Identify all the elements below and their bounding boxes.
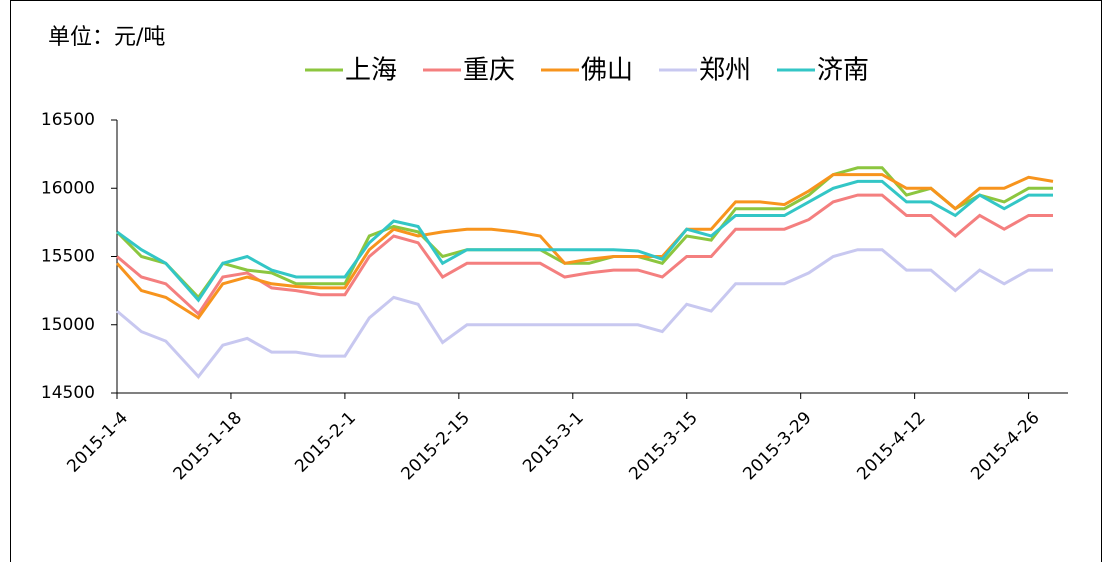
legend-label: 郑州	[699, 56, 751, 86]
x-tick-label: 2015-3-15	[625, 408, 701, 484]
x-tick-label: 2015-3-29	[739, 408, 815, 484]
legend-label: 佛山	[581, 56, 633, 86]
series-line	[115, 173, 1054, 320]
y-tick-label: 15500	[41, 247, 95, 267]
series-line	[116, 248, 1053, 379]
series-line	[115, 166, 1053, 300]
legend-label: 济南	[817, 56, 869, 86]
x-tick-label: 2015-4-26	[967, 408, 1043, 484]
x-tick-label: 2015-1-4	[63, 408, 132, 477]
unit-label: 单位：元/吨	[48, 25, 165, 50]
series-line	[116, 193, 1053, 317]
y-tick-label: 16000	[41, 178, 95, 198]
x-tick-label: 2015-2-15	[398, 408, 474, 484]
x-tick-label: 2015-1-18	[170, 408, 246, 484]
x-tick-label: 2015-4-12	[853, 408, 929, 484]
legend-label: 重庆	[463, 56, 515, 86]
y-tick-label: 14500	[41, 383, 95, 403]
x-tick-label: 2015-2-1	[291, 408, 360, 477]
x-tick-label: 2015-3-1	[519, 408, 588, 477]
legend-label: 上海	[345, 56, 397, 86]
y-tick-label: 16500	[41, 110, 95, 130]
series-line	[116, 179, 1053, 303]
y-tick-label: 15000	[41, 315, 95, 335]
